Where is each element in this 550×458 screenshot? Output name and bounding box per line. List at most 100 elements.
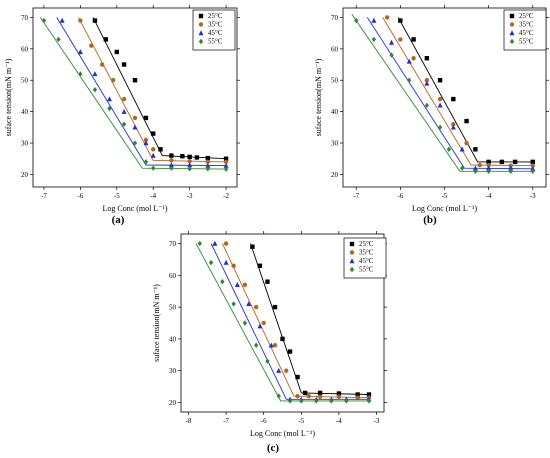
data-point [459, 165, 465, 171]
plot-frame [32, 7, 238, 188]
data-point [446, 146, 452, 153]
data-point [187, 159, 192, 164]
y-tick-label: 40 [331, 108, 339, 116]
y-tick-label: 30 [21, 140, 29, 148]
data-point [450, 124, 456, 130]
data-point [92, 86, 98, 93]
data-point [451, 121, 456, 127]
data-point [151, 147, 156, 152]
legend-label: 55°C [519, 38, 534, 46]
data-point [242, 282, 248, 288]
x-tick-label: -2 [223, 192, 229, 200]
data-point [187, 154, 192, 160]
fit-line [250, 243, 370, 395]
data-point [265, 279, 270, 284]
legend: 25°C35°C45°C55°C [503, 9, 547, 51]
data-point [250, 244, 255, 249]
data-point [103, 37, 109, 42]
x-axis-label: Log Conc (mol L⁻¹) [250, 429, 315, 438]
x-tick-label: -3 [530, 192, 536, 200]
data-point [121, 121, 127, 127]
data-point [143, 115, 149, 121]
legend-label: 25°C [519, 12, 534, 20]
data-point [508, 165, 514, 171]
data-point [424, 102, 430, 109]
data-point [371, 17, 377, 23]
data-point [389, 39, 395, 45]
data-point [366, 398, 372, 404]
data-point [486, 162, 491, 168]
y-tick-label: 60 [331, 45, 339, 53]
data-point [317, 390, 323, 396]
legend-marker [198, 38, 204, 45]
y-tick-label: 70 [169, 240, 177, 248]
data-point [257, 263, 263, 268]
data-point [253, 304, 259, 310]
data-point [512, 159, 518, 165]
y-axis-label: suface tension(mN m⁻¹) [152, 284, 161, 362]
y-tick-label: 20 [169, 399, 177, 407]
data-point [477, 162, 483, 168]
data-point [473, 147, 478, 152]
data-point [78, 18, 83, 23]
data-point [151, 131, 156, 136]
y-tick-label: 70 [21, 14, 29, 22]
data-point [261, 320, 266, 326]
x-tick-label: -5 [298, 417, 304, 425]
legend: 25°C35°C45°C55°C [192, 9, 236, 51]
x-tick-label: -5 [114, 192, 120, 200]
data-point [486, 159, 491, 165]
y-tick-label: 50 [169, 304, 177, 312]
data-point [223, 156, 229, 161]
data-point [169, 158, 174, 163]
data-point [355, 395, 360, 400]
data-point [265, 358, 270, 364]
fit-line [56, 17, 227, 167]
data-point [411, 56, 416, 61]
legend-label: 25°C [359, 240, 374, 248]
legend-marker [349, 266, 355, 273]
y-tick-label: 50 [21, 77, 29, 85]
chart-panel-b: -7 -6 -5 -4 -3 20 30 40 50 60 70 Log Conc (mol L⁻¹)… [314, 5, 549, 213]
x-axis-label: Log Conc (mol L⁻¹) [102, 204, 167, 213]
fit-line [195, 243, 369, 402]
data-point [486, 165, 492, 171]
data-point [132, 78, 138, 83]
data-point [56, 36, 61, 43]
data-point [194, 155, 200, 160]
data-point [205, 162, 211, 168]
data-point [121, 96, 127, 102]
data-point [197, 240, 202, 247]
y-tick-label: 70 [331, 14, 339, 22]
y-tick-label: 30 [169, 367, 177, 375]
data-point [220, 278, 225, 285]
data-point [530, 168, 535, 174]
x-tick-label: -3 [374, 417, 380, 425]
legend: 25°C35°C45°C55°C [343, 237, 387, 279]
data-point [424, 80, 430, 86]
legend-label: 55°C [208, 38, 223, 46]
legend-marker [349, 241, 355, 247]
data-point [110, 78, 116, 83]
data-point [530, 163, 535, 168]
data-point [398, 37, 403, 42]
data-point [366, 392, 372, 397]
data-point [473, 168, 478, 174]
data-point [295, 393, 300, 399]
data-point [284, 368, 289, 373]
data-point [205, 159, 211, 165]
data-point [451, 96, 456, 102]
data-point [132, 140, 138, 146]
data-point [406, 58, 412, 64]
data-point [246, 301, 252, 307]
data-point [272, 343, 278, 348]
x-tick-label: -8 [186, 417, 192, 425]
data-point [371, 36, 377, 43]
data-point [398, 18, 403, 23]
legend-label: 45°C [208, 29, 223, 37]
data-point [276, 393, 281, 399]
data-point [280, 336, 285, 342]
data-point [411, 37, 416, 42]
data-point [169, 165, 174, 171]
data-point [242, 320, 248, 326]
